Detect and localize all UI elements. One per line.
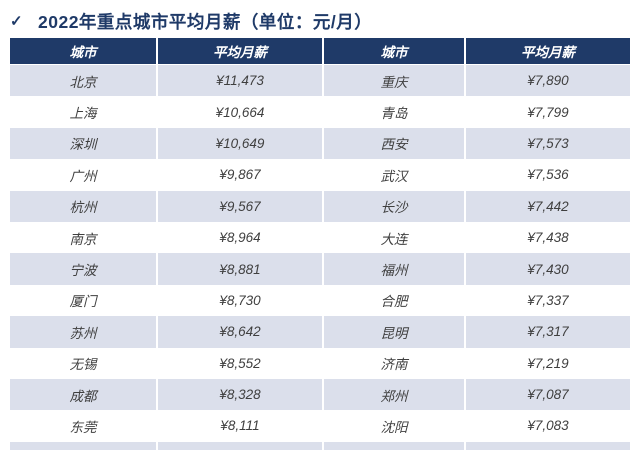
city-cell: 宁波 xyxy=(10,253,157,285)
table-row: 厦门 ¥8,730 合肥 ¥7,337 xyxy=(10,284,630,317)
salary-cell: ¥9,867 xyxy=(156,159,323,191)
city-cell: 青岛 xyxy=(322,96,465,128)
city-cell: 济南 xyxy=(322,347,465,379)
city-cell: 重庆 xyxy=(322,64,465,97)
salary-cell: ¥7,799 xyxy=(464,96,630,128)
city-cell: 南京 xyxy=(10,221,157,254)
salary-cell: ¥7,317 xyxy=(464,316,630,348)
salary-cell: ¥9,567 xyxy=(156,190,323,222)
page-title-row: ✓ 2022年重点城市平均月薪（单位：元/月） xyxy=(0,0,640,34)
city-cell: 福州 xyxy=(322,253,465,285)
salary-table: 城市 平均月薪 城市 平均月薪 北京 ¥11,473 重庆 ¥7,890 上海 ¥10,6… xyxy=(10,38,630,450)
salary-cell: ¥10,649 xyxy=(156,127,323,160)
city-cell: 成都 xyxy=(10,378,157,411)
salary-cell: ¥8,328 xyxy=(156,378,323,411)
city-cell: 大连 xyxy=(322,221,465,254)
table-row: 东莞 ¥8,111 沈阳 ¥7,083 xyxy=(10,410,630,442)
city-cell: 深圳 xyxy=(10,127,157,160)
salary-cell: ¥7,083 xyxy=(464,410,630,442)
column-header-city-right: 城市 xyxy=(322,38,465,65)
city-cell: 西安 xyxy=(322,127,465,160)
column-header-salary-right: 平均月薪 xyxy=(464,38,630,65)
city-cell: 武汉 xyxy=(322,159,465,191)
city-cell: 昆明 xyxy=(322,316,465,348)
city-cell: 无锡 xyxy=(10,347,157,379)
page-title: 2022年重点城市平均月薪（单位：元/月） xyxy=(38,11,373,32)
city-cell: 沈阳 xyxy=(322,410,465,442)
city-cell: 厦门 xyxy=(10,284,157,317)
city-cell: 长沙 xyxy=(322,190,465,222)
table-row: 苏州 ¥8,642 昆明 ¥7,317 xyxy=(10,316,630,348)
table-row: 宁波 ¥8,881 福州 ¥7,430 xyxy=(10,253,630,285)
column-header-salary-left: 平均月薪 xyxy=(156,38,323,65)
salary-cell: ¥10,664 xyxy=(156,96,323,128)
salary-cell: ¥6,642 xyxy=(464,441,630,450)
salary-cell: ¥7,219 xyxy=(464,347,630,379)
city-cell: 苏州 xyxy=(10,316,157,348)
table-body: 北京 ¥11,473 重庆 ¥7,890 上海 ¥10,664 青岛 ¥7,799 深圳 ¥10,… xyxy=(10,64,630,450)
city-cell: 杭州 xyxy=(10,190,157,222)
city-cell: 郑州 xyxy=(322,378,465,411)
salary-cell: ¥11,473 xyxy=(156,64,323,97)
checkmark-icon: ✓ xyxy=(10,13,23,30)
table-row: 成都 ¥8,328 郑州 ¥7,087 xyxy=(10,378,630,411)
salary-cell: ¥8,552 xyxy=(156,347,323,379)
table-row: 天津¥8,016长春¥6,642 xyxy=(10,441,630,450)
city-cell: 天津 xyxy=(10,441,157,450)
salary-cell: ¥7,337 xyxy=(464,284,630,317)
table-row: 广州 ¥9,867 武汉 ¥7,536 xyxy=(10,159,630,191)
city-cell: 长春 xyxy=(322,441,465,450)
salary-cell: ¥8,642 xyxy=(156,316,323,348)
table-row: 南京 ¥8,964 大连 ¥7,438 xyxy=(10,221,630,254)
salary-cell: ¥8,881 xyxy=(156,253,323,285)
column-header-city-left: 城市 xyxy=(10,38,157,65)
salary-cell: ¥7,087 xyxy=(464,378,630,411)
city-cell: 合肥 xyxy=(322,284,465,317)
table-row: 杭州 ¥9,567 长沙 ¥7,442 xyxy=(10,190,630,222)
salary-cell: ¥7,573 xyxy=(464,127,630,160)
table-row: 无锡 ¥8,552 济南 ¥7,219 xyxy=(10,347,630,379)
salary-cell: ¥8,964 xyxy=(156,221,323,254)
city-cell: 广州 xyxy=(10,159,157,191)
table-row: 北京 ¥11,473 重庆 ¥7,890 xyxy=(10,64,630,97)
city-cell: 北京 xyxy=(10,64,157,97)
salary-cell: ¥7,438 xyxy=(464,221,630,254)
salary-cell: ¥8,016 xyxy=(156,441,323,450)
table-row: 上海 ¥10,664 青岛 ¥7,799 xyxy=(10,96,630,128)
city-cell: 上海 xyxy=(10,96,157,128)
table-row: 深圳 ¥10,649 西安 ¥7,573 xyxy=(10,127,630,160)
salary-cell: ¥8,730 xyxy=(156,284,323,317)
salary-cell: ¥7,536 xyxy=(464,159,630,191)
city-cell: 东莞 xyxy=(10,410,157,442)
table-header-row: 城市 平均月薪 城市 平均月薪 xyxy=(10,38,630,65)
salary-cell: ¥8,111 xyxy=(156,410,323,442)
salary-cell: ¥7,890 xyxy=(464,64,630,97)
salary-cell: ¥7,430 xyxy=(464,253,630,285)
salary-cell: ¥7,442 xyxy=(464,190,630,222)
